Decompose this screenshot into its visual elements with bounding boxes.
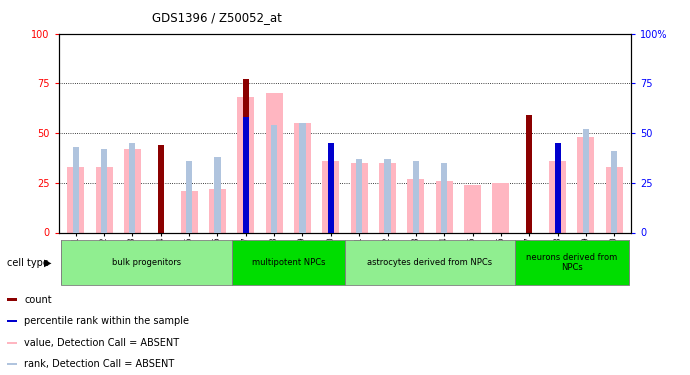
Bar	[299, 123, 306, 232]
Bar	[7, 342, 17, 344]
Bar	[186, 161, 193, 232]
Bar	[129, 143, 135, 232]
Bar	[549, 161, 566, 232]
Bar	[555, 143, 561, 232]
Text: count: count	[24, 294, 52, 304]
Bar	[322, 161, 339, 232]
Bar	[493, 183, 509, 232]
Bar	[294, 123, 311, 232]
Bar	[345, 240, 515, 285]
Bar	[101, 149, 107, 232]
Bar	[441, 163, 447, 232]
Bar	[67, 167, 84, 232]
Bar	[157, 145, 164, 232]
Text: neurons derived from
NPCs: neurons derived from NPCs	[526, 253, 618, 272]
Bar	[379, 163, 396, 232]
Bar	[72, 147, 79, 232]
Text: astrocytes derived from NPCs: astrocytes derived from NPCs	[368, 258, 493, 267]
Bar	[209, 189, 226, 232]
Bar	[237, 98, 255, 232]
Bar	[215, 157, 221, 232]
Bar	[356, 159, 362, 232]
Bar	[7, 363, 17, 365]
Text: rank, Detection Call = ABSENT: rank, Detection Call = ABSENT	[24, 359, 175, 369]
Bar	[515, 240, 629, 285]
Bar	[611, 151, 618, 232]
Bar	[7, 298, 17, 301]
Text: multipotent NPCs: multipotent NPCs	[252, 258, 325, 267]
Bar	[407, 179, 424, 232]
Text: value, Detection Call = ABSENT: value, Detection Call = ABSENT	[24, 338, 179, 348]
Text: GDS1396 / Z50052_at: GDS1396 / Z50052_at	[152, 11, 282, 24]
Bar	[526, 115, 533, 232]
Bar	[266, 93, 283, 232]
Bar	[243, 80, 249, 232]
Text: cell type: cell type	[7, 258, 49, 267]
Bar	[435, 181, 453, 232]
Bar	[413, 161, 419, 232]
Bar	[7, 320, 17, 322]
Text: ▶: ▶	[44, 258, 52, 267]
Bar	[384, 159, 391, 232]
Bar	[243, 117, 249, 232]
Bar	[271, 125, 277, 232]
Bar	[464, 185, 481, 232]
Bar	[232, 240, 345, 285]
Bar	[328, 143, 334, 232]
Bar	[351, 163, 368, 232]
Bar	[606, 167, 623, 232]
Bar	[181, 191, 197, 232]
Bar	[95, 167, 112, 232]
Bar	[578, 137, 595, 232]
Text: percentile rank within the sample: percentile rank within the sample	[24, 316, 189, 326]
Bar	[61, 240, 232, 285]
Bar	[124, 149, 141, 232]
Bar	[583, 129, 589, 232]
Text: bulk progenitors: bulk progenitors	[112, 258, 181, 267]
